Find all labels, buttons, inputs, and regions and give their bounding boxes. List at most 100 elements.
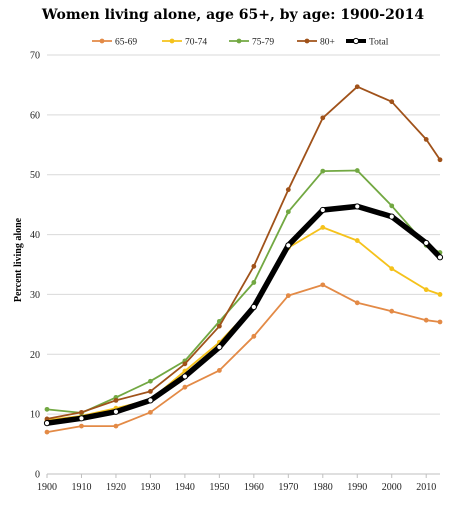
- data-point: [320, 115, 326, 121]
- data-point: [354, 84, 360, 90]
- data-point: [389, 266, 395, 272]
- x-tick-label: 2000: [382, 482, 402, 493]
- x-tick-label: 2010: [416, 482, 436, 493]
- data-point: [113, 423, 119, 429]
- data-point: [389, 99, 395, 105]
- data-point: [250, 303, 257, 311]
- data-point: [112, 408, 120, 415]
- data-point: [423, 287, 429, 293]
- data-point: [354, 168, 360, 173]
- data-point: [423, 136, 429, 142]
- series-group: [43, 84, 444, 435]
- data-point: [216, 368, 222, 373]
- data-point: [43, 420, 51, 427]
- legend-swatch-marker: [169, 38, 175, 44]
- series-line-80+: [46, 85, 441, 420]
- data-point: [78, 415, 85, 422]
- legend-item-65-69: 65-69: [92, 38, 137, 48]
- data-point: [285, 187, 291, 193]
- data-point: [44, 406, 50, 412]
- data-point: [148, 388, 153, 394]
- series-line-total: [44, 203, 443, 426]
- chart-title: Women living alone, age 65+, by age: 190…: [41, 7, 424, 23]
- x-tick-label: 1980: [313, 482, 333, 493]
- y-tick-label: 50: [30, 170, 40, 181]
- data-point: [113, 397, 119, 403]
- legend-swatch-marker: [304, 38, 310, 44]
- x-tick-label: 1930: [140, 482, 160, 493]
- data-point: [147, 397, 154, 404]
- legend-item-75-79: 75-79: [229, 38, 274, 48]
- data-point: [423, 317, 429, 323]
- data-point: [437, 292, 443, 297]
- series-80+: [44, 84, 443, 422]
- data-point: [423, 239, 430, 247]
- data-point: [319, 206, 326, 214]
- legend-label: 75-79: [252, 38, 274, 48]
- x-tick-label: 1940: [175, 482, 195, 493]
- data-point: [354, 238, 360, 243]
- legend-swatch-marker: [352, 37, 360, 45]
- data-point: [285, 293, 291, 299]
- x-tick-label: 1990: [347, 482, 367, 493]
- data-point: [44, 416, 50, 422]
- data-point: [285, 209, 291, 215]
- legend-item-70-74: 70-74: [162, 38, 207, 48]
- data-point: [437, 157, 443, 163]
- x-tick-label: 1960: [244, 482, 264, 493]
- data-point: [388, 213, 395, 220]
- x-tick-label: 1900: [37, 482, 57, 493]
- y-tick-label: 10: [30, 410, 40, 421]
- data-point: [389, 203, 395, 209]
- data-point: [285, 242, 292, 249]
- axes: 0 10 20 30 40 50 60 70 1900 1910 1920 1930 1940 1950 1…: [30, 51, 440, 493]
- series-70-74: [44, 224, 443, 423]
- data-point: [320, 282, 326, 288]
- x-tick-label: 1920: [106, 482, 126, 493]
- y-tick-label: 20: [30, 350, 40, 361]
- x-tick-label: 1950: [209, 482, 229, 493]
- data-point: [216, 344, 223, 351]
- series-line-70-74: [46, 226, 441, 422]
- data-point: [148, 409, 153, 415]
- legend-swatch-marker: [236, 38, 242, 44]
- legend-item-80+: 80+: [297, 38, 335, 48]
- data-point: [389, 308, 395, 314]
- y-axis-label: Percent living alone: [13, 217, 24, 302]
- data-point: [251, 280, 257, 285]
- data-point: [79, 409, 84, 415]
- y-tick-label: 40: [30, 230, 40, 241]
- legend-swatch-marker: [99, 38, 105, 44]
- y-tick-label: 60: [30, 110, 40, 121]
- data-point: [436, 254, 444, 261]
- series-total: [43, 203, 444, 427]
- y-tick-label: 30: [30, 290, 40, 301]
- legend: 65-69 70-74 75-79 80+ Total: [92, 38, 389, 48]
- series-65-69: [44, 282, 443, 435]
- legend-label: 65-69: [115, 38, 137, 48]
- data-point: [182, 361, 188, 367]
- data-point: [354, 300, 360, 306]
- y-tick-label: 0: [35, 470, 40, 481]
- data-point: [44, 429, 50, 435]
- legend-item-total: Total: [346, 38, 389, 48]
- data-point: [79, 423, 84, 429]
- x-tick-label: 1910: [71, 482, 91, 493]
- legend-label: 80+: [320, 38, 335, 48]
- data-point: [182, 384, 188, 390]
- data-point: [437, 319, 443, 325]
- data-point: [354, 203, 361, 210]
- series-75-79: [44, 168, 443, 416]
- series-line-75-79: [46, 169, 441, 414]
- data-point: [181, 373, 188, 380]
- data-point: [216, 323, 222, 329]
- data-point: [251, 333, 257, 339]
- legend-label: 70-74: [185, 38, 207, 48]
- y-tick-label: 70: [30, 51, 40, 62]
- data-point: [320, 168, 326, 174]
- legend-label: Total: [369, 38, 389, 48]
- data-point: [320, 224, 326, 230]
- gridlines: [47, 54, 440, 415]
- data-point: [148, 378, 153, 384]
